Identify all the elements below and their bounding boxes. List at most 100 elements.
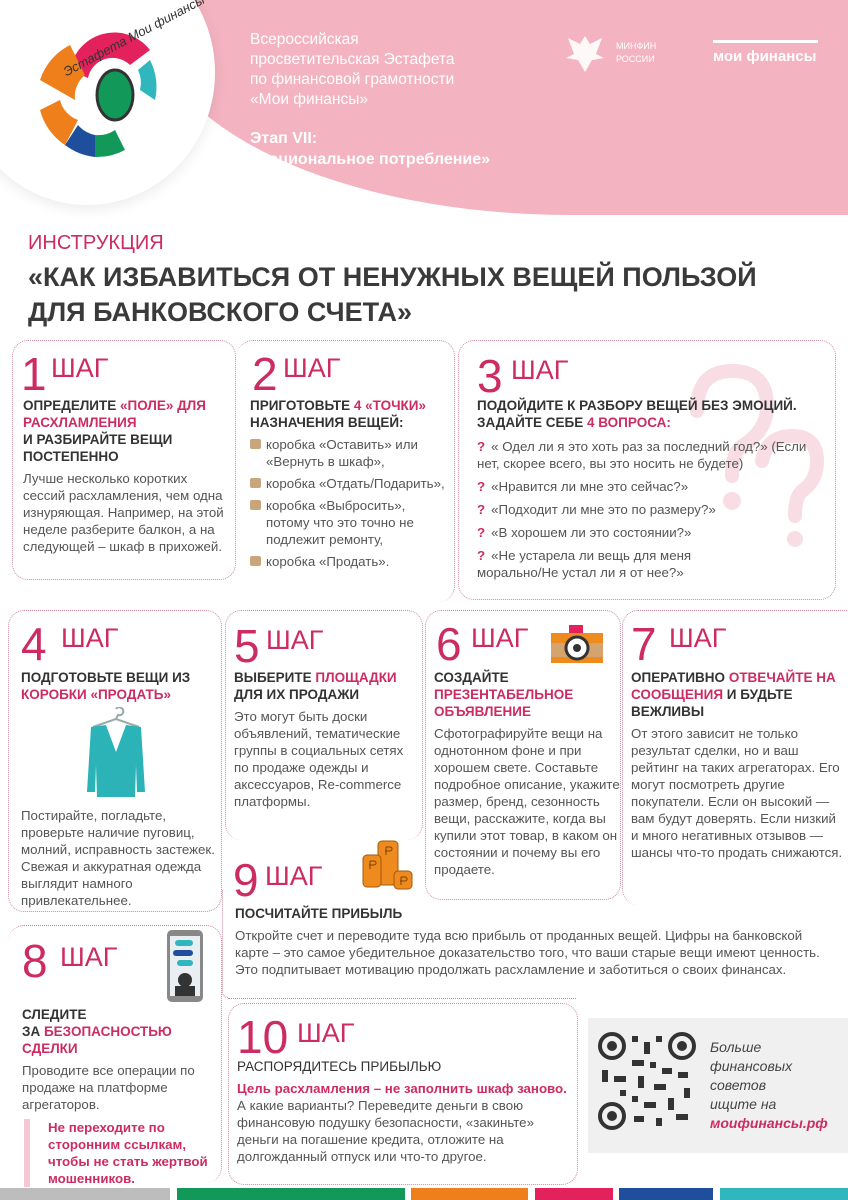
title-line: ДЛЯ БАНКОВСКОГО СЧЕТА» — [28, 297, 412, 327]
question-text: « Одел ли я это хоть раз за последний го… — [477, 439, 807, 471]
step-heading: СЛЕДИТЕ ЗА БЕЗОПАСНОСТЬЮ СДЕЛКИ — [22, 1006, 217, 1057]
heading-accent: БЕЗОПАСНОСТЬЮ СДЕЛКИ — [22, 1024, 172, 1056]
step-3-card: 3 ШАГ ПОДОЙДИТЕ К РАЗБОРУ ВЕЩЕЙ БЕЗ ЭМОЦ… — [458, 340, 836, 600]
step-heading: ПОДОЙДИТЕ К РАЗБОРУ ВЕЩЕЙ БЕЗ ЭМОЦИЙ. ЗА… — [477, 397, 832, 431]
question-text: «Не устарела ли вещь для меня морально/Н… — [477, 548, 692, 580]
header-line: просветительская Эстафета — [250, 51, 455, 68]
step-6-card: 6 ШАГ СОЗДАЙТЕ ПРЕЗЕНТАБЕЛЬНОЕ ОБЪЯВЛЕНИЕ… — [425, 610, 621, 900]
step-9-border — [222, 890, 228, 998]
ruble-coins-icon — [362, 840, 413, 890]
heading-accent: «ПОЛЕ» ДЛЯ РАСХЛАМЛЕНИЯ — [23, 398, 206, 430]
blouse-on-hanger-icon — [87, 707, 145, 797]
question-icon: ? — [477, 525, 486, 540]
step-number: 6 — [436, 618, 462, 670]
step-heading: ОПРЕДЕЛИТЕ «ПОЛЕ» ДЛЯ РАСХЛАМЛЕНИЯ И РАЗБ… — [23, 397, 233, 465]
qr-code-icon[interactable] — [598, 1032, 696, 1130]
footer-bar-green — [177, 1188, 405, 1200]
step-heading: ПРИГОТОВЬТЕ 4 «ТОЧКИ» НАЗНАЧЕНИЯ ВЕЩЕЙ: — [250, 397, 450, 431]
step-label: ШАГ — [60, 942, 118, 972]
step-text: Лучше несколько коротких сессий расхламл… — [23, 471, 224, 554]
site-link[interactable]: моифинансы.рф — [710, 1115, 828, 1131]
heading-part: И РАЗБИРАЙТЕ ВЕЩИ ПОСТЕПЕННО — [23, 432, 173, 464]
step-heading: ПОДГОТОВЬТЕ ВЕЩИ ИЗ КОРОБКИ «ПРОДАТЬ» — [21, 669, 219, 703]
step-text: Откройте счет и переводите туда всю приб… — [235, 928, 820, 977]
question-item: ? «Не устарела ли вещь для меня морально/… — [477, 547, 727, 581]
question-text: «Нравится ли мне это сейчас?» — [491, 479, 689, 494]
heading-accent: 4 «ТОЧКИ» — [353, 398, 427, 413]
step-label: ШАГ — [669, 623, 727, 653]
title-line: «КАК ИЗБАВИТЬСЯ ОТ НЕНУЖНЫХ ВЕЩЕЙ ПОЛЬЗО… — [28, 262, 757, 292]
step-2-card: 2 ШАГ ПРИГОТОВЬТЕ 4 «ТОЧКИ» НАЗНАЧЕНИЯ ВЕ… — [237, 340, 455, 602]
qr-text: ищите на — [710, 1096, 777, 1112]
minfin-label: РОССИИ — [616, 54, 655, 64]
page-title: «КАК ИЗБАВИТЬСЯ ОТ НЕНУЖНЫХ ВЕЩЕЙ ПОЛЬЗО… — [28, 260, 757, 330]
heading-part: ПОДОЙДИТЕ К РАЗБОРУ ВЕЩЕЙ БЕЗ ЭМОЦИЙ. ЗА… — [477, 398, 797, 430]
step-text: Постирайте, погладьте, проверьте наличие… — [21, 808, 215, 908]
question-item: ? «Подходит ли мне это по размеру?» — [477, 501, 832, 518]
step-number: 7 — [631, 618, 657, 670]
brand-line — [713, 40, 818, 43]
heading-part: ЗА — [22, 1024, 44, 1039]
list-item-text: коробка «Отдать/Подарить», — [266, 476, 445, 491]
step-number: 4 — [21, 618, 47, 670]
step-text: Сфотографируйте вещи на однотонном фоне … — [434, 726, 620, 877]
question-text: «Подходит ли мне это по размеру?» — [491, 502, 716, 517]
warning-block: Не переходите по сторонним ссылкам, чтоб… — [22, 1119, 217, 1187]
heading-part: И БУДЬТЕ ВЕЖЛИВЫ — [631, 687, 793, 719]
step-accent-text: Цель расхламления – не заполнить шкаф за… — [237, 1081, 567, 1096]
question-item: ? « Одел ли я это хоть раз за последний г… — [477, 438, 832, 472]
heading-part: НАЗНАЧЕНИЯ ВЕЩЕЙ: — [250, 415, 404, 430]
step-7-card: 7 ШАГ ОПЕРАТИВНО ОТВЕЧАЙТЕ НА СООБЩЕНИЯ … — [622, 610, 848, 905]
step-heading: ВЫБЕРИТЕ ПЛОЩАДКИ ДЛЯ ИХ ПРОДАЖИ — [234, 669, 420, 703]
heading-part: ОПЕРАТИВНО — [631, 670, 729, 685]
step-label: ШАГ — [51, 353, 109, 383]
list-item: коробка «Оставить» или «Вернуть в шкаф», — [250, 436, 450, 470]
step-number: 2 — [252, 348, 278, 400]
footer-bar-blue — [619, 1188, 713, 1200]
list-item-text: коробка «Продать». — [266, 554, 390, 569]
header-line: по финансовой грамотности — [250, 71, 455, 88]
step-heading: ПОСЧИТАЙТЕ ПРИБЫЛЬ — [235, 906, 403, 921]
question-item: ? «Нравится ли мне это сейчас?» — [477, 478, 832, 495]
step-text: От этого зависит не только результат сде… — [631, 726, 843, 860]
step-text: Это могут быть доски объявлений, тематич… — [234, 709, 404, 809]
box-icon — [250, 500, 261, 510]
qr-text: Больше — [710, 1039, 762, 1055]
step-label: ШАГ — [265, 861, 323, 891]
heading-accent: КОРОБКИ «ПРОДАТЬ» — [21, 687, 171, 702]
footer-bar-teal — [720, 1188, 848, 1200]
footer-bar-orange — [411, 1188, 528, 1200]
qr-text: финансовых — [710, 1058, 793, 1074]
footer-bar-gray — [0, 1188, 170, 1200]
heading-accent: ПРЕЗЕНТАБЕЛЬНОЕ ОБЪЯВЛЕНИЕ — [434, 687, 574, 719]
step-label: ШАГ — [511, 355, 569, 385]
heading-part: ПОДГОТОВЬТЕ ВЕЩИ ИЗ — [21, 670, 191, 685]
heading-accent: ПЛОЩАДКИ — [315, 670, 397, 685]
question-icon: ? — [477, 548, 486, 563]
relay-logo: Эстафета Мои финансы — [0, 0, 215, 205]
step-4-card: 4 ШАГ ПОДГОТОВЬТЕ ВЕЩИ ИЗ КОРОБКИ «ПРОДА… — [8, 610, 222, 912]
heading-part: ПРИГОТОВЬТЕ — [250, 398, 354, 413]
list-item: коробка «Выбросить», потому что это точн… — [250, 497, 450, 548]
step-5-card: 5 ШАГ ВЫБЕРИТЕ ПЛОЩАДКИ ДЛЯ ИХ ПРОДАЖИ Эт… — [225, 610, 423, 840]
step-1-card: 1 ШАГ ОПРЕДЕЛИТЕ «ПОЛЕ» ДЛЯ РАСХЛАМЛЕНИЯ… — [12, 340, 236, 580]
step-label: ШАГ — [297, 1018, 355, 1048]
stage-label: Этап VII: — [250, 130, 318, 147]
qr-panel: Больше финансовых советов ищите на моифи… — [588, 1018, 848, 1153]
camera-icon — [551, 625, 603, 663]
header-banner: Всероссийская просветительская Эстафета … — [150, 0, 848, 215]
eagle-emblem-icon — [566, 36, 604, 72]
warning-bar — [24, 1119, 30, 1187]
step-label: ШАГ — [266, 625, 324, 655]
question-text: «В хорошем ли это состоянии?» — [491, 525, 692, 540]
divider — [228, 998, 576, 999]
question-icon: ? — [477, 502, 486, 517]
question-mark-decoration-icon — [690, 363, 825, 547]
step-number: 8 — [22, 935, 48, 987]
step-label: ШАГ — [471, 623, 529, 653]
qr-text: советов — [710, 1077, 767, 1093]
list-item-text: коробка «Оставить» или «Вернуть в шкаф», — [266, 437, 418, 469]
step-heading: ОПЕРАТИВНО ОТВЕЧАЙТЕ НА СООБЩЕНИЯ И БУДЬ… — [631, 669, 845, 720]
step-heading: РАСПОРЯДИТЕСЬ ПРИБЫЛЬЮ — [237, 1059, 442, 1074]
header-line: Всероссийская — [250, 31, 359, 48]
